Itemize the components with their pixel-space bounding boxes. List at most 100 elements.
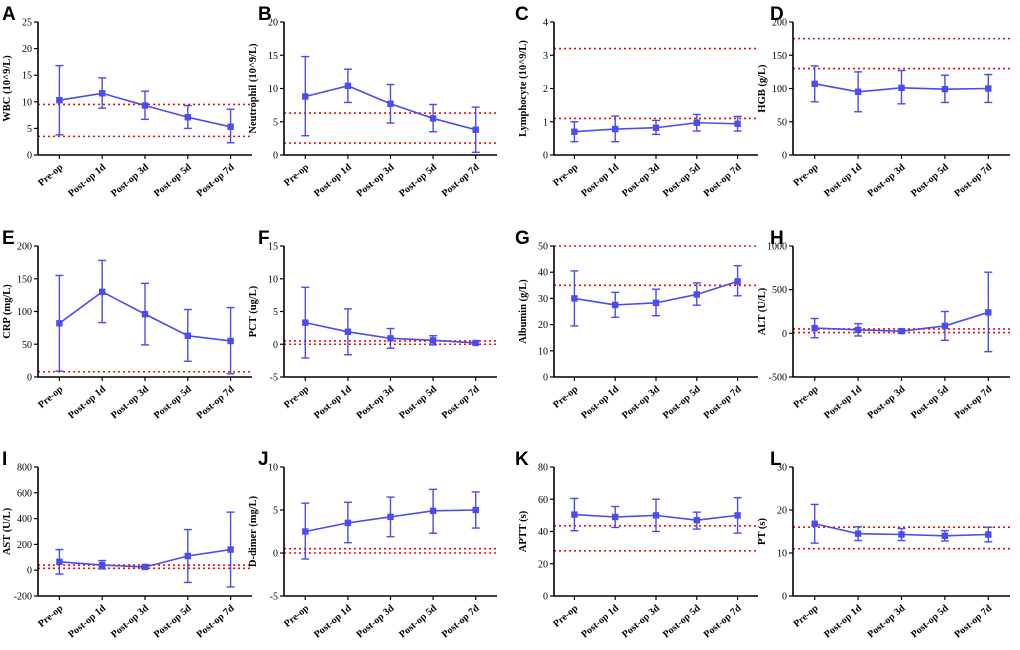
panel-letter: K (515, 449, 529, 470)
data-point (854, 88, 862, 96)
y-tick-label: 0 (782, 151, 787, 162)
x-tick-label: Pre-op (792, 603, 821, 630)
panel-letter: I (2, 449, 7, 470)
x-tick-label: Post-op 3d (355, 384, 397, 422)
x-tick-label: Pre-op (36, 384, 65, 411)
data-point (141, 310, 149, 318)
y-tick-label: -500 (769, 373, 787, 384)
data-point (652, 299, 660, 307)
x-tick-label: Post-op 3d (620, 162, 662, 200)
x-tick-label: Post-op 5d (909, 384, 951, 422)
series-neutrophil (301, 55, 480, 154)
y-tick-label: 5 (273, 506, 278, 517)
y-tick-label: 10 (268, 463, 278, 474)
data-point (429, 507, 437, 515)
x-tick-label: Post-op 7d (702, 384, 744, 422)
x-tick-label: Pre-op (551, 162, 580, 189)
data-point (941, 85, 949, 93)
x-tick-label: Post-op 5d (152, 384, 194, 422)
y-axis-label: PT (s) (757, 518, 768, 545)
x-tick-label: Post-op 1d (66, 384, 108, 422)
data-point (734, 278, 741, 285)
y-tick-label: 5 (273, 117, 278, 128)
y-axis-label: ALT (U/L) (757, 287, 768, 335)
y-tick-label: 30 (777, 463, 787, 474)
data-point (429, 115, 437, 122)
y-axis-label: AST (U/L) (2, 507, 13, 555)
data-point (387, 100, 394, 107)
y-tick-label: 600 (17, 488, 32, 499)
x-tick-label: Post-op 3d (620, 384, 662, 422)
x-tick-label: Pre-op (282, 603, 311, 630)
x-tick-label: Pre-op (36, 603, 65, 630)
data-point (854, 326, 862, 334)
y-tick-label: 0 (27, 151, 32, 162)
x-tick-label: Post-op 5d (661, 162, 703, 200)
data-point (99, 288, 106, 296)
series-aptt (570, 496, 742, 534)
x-tick-label: Post-op 1d (579, 162, 621, 200)
data-point (387, 513, 394, 521)
y-tick-label: 400 (17, 514, 32, 525)
x-tick-label: Post-op 3d (620, 603, 662, 641)
x-tick-label: Post-op 7d (952, 162, 994, 200)
x-tick-label: Post-op 3d (866, 603, 908, 641)
y-tick-label: 5 (27, 124, 32, 135)
x-tick-label: Post-op 5d (152, 603, 194, 641)
y-tick-label: 0 (543, 373, 548, 384)
x-tick-label: Post-op 7d (195, 384, 237, 422)
y-tick-label: 60 (538, 495, 548, 506)
panel-letter: A (2, 4, 16, 25)
data-point (693, 119, 700, 126)
x-tick-label: Post-op 7d (440, 384, 482, 422)
x-tick-label: Pre-op (792, 162, 821, 189)
x-tick-label: Post-op 7d (952, 603, 994, 641)
y-tick-label: 2 (543, 84, 548, 95)
panel-letter: H (770, 228, 784, 249)
y-axis-label: PCT (ug/L) (248, 285, 259, 337)
series-pct (301, 286, 480, 359)
y-tick-label: 0 (782, 592, 787, 603)
data-point (652, 124, 660, 131)
x-tick-label: Post-op 5d (152, 162, 194, 200)
data-point (99, 561, 106, 569)
series-hgb (810, 65, 993, 113)
y-tick-label: 500 (772, 285, 787, 296)
y-tick-label: 150 (17, 274, 32, 285)
y-tick-label: 1 (543, 117, 548, 128)
data-point (227, 123, 234, 131)
y-tick-label: 0 (27, 566, 32, 577)
y-tick-label: -200 (14, 592, 32, 603)
data-point (56, 97, 63, 104)
x-tick-label: Post-op 7d (440, 603, 482, 641)
x-tick-label: Post-op 3d (866, 162, 908, 200)
panel-letter: E (2, 228, 15, 249)
panel-letter: L (770, 449, 782, 470)
x-tick-label: Post-op 1d (822, 603, 864, 641)
y-tick-label: 20 (22, 44, 32, 55)
y-tick-label: 20 (777, 506, 787, 517)
y-tick-label: 50 (777, 117, 787, 128)
data-point (99, 90, 106, 97)
y-tick-label: 200 (772, 18, 787, 29)
y-tick-label: 3 (543, 51, 548, 62)
y-tick-label: 10 (268, 274, 278, 285)
data-point (898, 327, 905, 335)
data-point (693, 291, 700, 298)
x-tick-label: Pre-op (551, 384, 580, 411)
y-tick-label: 0 (27, 373, 32, 384)
x-tick-label: Post-op 7d (702, 162, 744, 200)
x-tick-label: Post-op 1d (312, 162, 354, 200)
y-tick-label: 10 (268, 84, 278, 95)
x-tick-label: Post-op 3d (866, 384, 908, 422)
data-point (652, 512, 660, 519)
x-tick-label: Post-op 1d (579, 384, 621, 422)
y-tick-label: 50 (22, 340, 32, 351)
data-point (184, 332, 191, 339)
y-tick-label: 0 (273, 549, 278, 560)
